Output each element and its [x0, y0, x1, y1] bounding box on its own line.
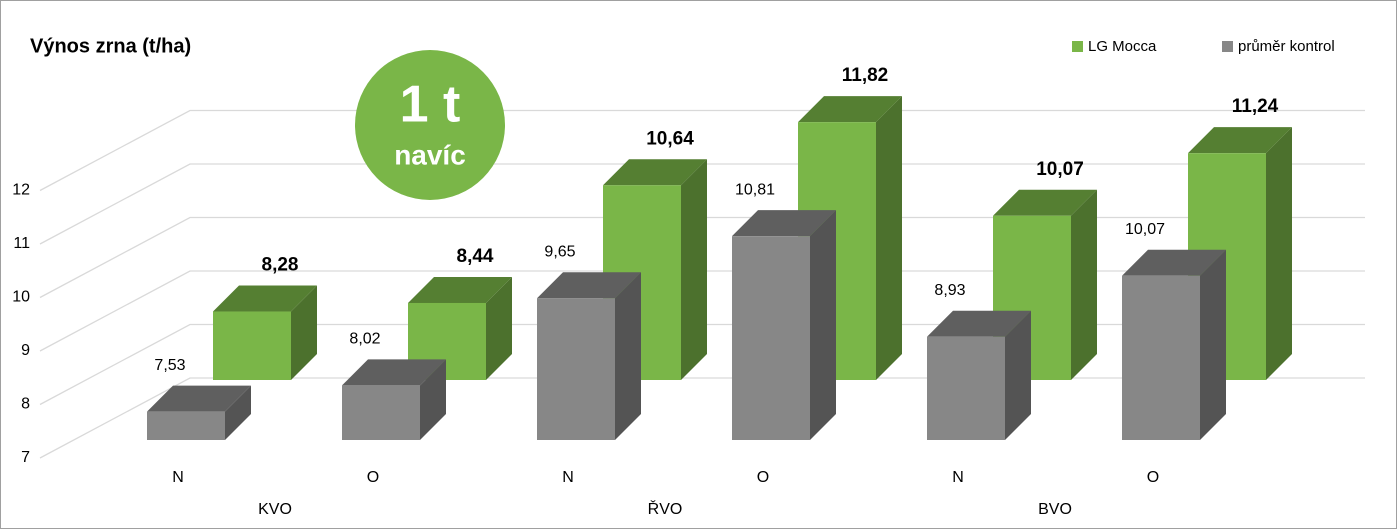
badge — [355, 50, 505, 200]
x-tick-label: N — [172, 469, 184, 486]
bar-side — [810, 210, 836, 440]
bar-side — [1266, 127, 1292, 380]
bar-top — [1122, 249, 1226, 276]
y-tick-label: 12 — [12, 182, 30, 199]
bar — [537, 298, 615, 440]
y-tick-label: 11 — [13, 235, 30, 252]
bar-side — [1200, 249, 1226, 440]
group-label: KVO — [258, 501, 292, 518]
bar — [1122, 275, 1200, 440]
bar-top — [537, 272, 641, 299]
y-tick-label: 9 — [21, 342, 30, 359]
bar — [342, 385, 420, 440]
bar-side — [681, 159, 707, 380]
x-tick-label: O — [757, 469, 769, 486]
y-tick-label: 10 — [12, 289, 30, 306]
bar-side — [486, 276, 512, 380]
bar-top — [927, 310, 1031, 337]
grid-line — [39, 163, 1365, 245]
bar-3d — [1122, 249, 1226, 440]
bar — [213, 311, 291, 380]
bar-top — [732, 210, 836, 237]
grid-line — [39, 216, 1365, 299]
value-label: 11,82 — [842, 65, 889, 86]
value-label: 8,44 — [457, 246, 494, 267]
group-label: BVO — [1038, 501, 1072, 518]
bar-top — [408, 276, 512, 303]
y-tick-label: 8 — [21, 396, 30, 413]
value-label: 10,07 — [1125, 221, 1165, 238]
badge-line1: 1 t — [400, 76, 461, 134]
legend-label: LG Mocca — [1088, 38, 1157, 55]
legend-swatch — [1222, 41, 1233, 52]
bar-3d — [732, 210, 836, 440]
bar-side — [420, 359, 446, 440]
bar-top — [1188, 127, 1292, 154]
value-label: 10,07 — [1036, 159, 1084, 180]
legend-label: průměr kontrol — [1238, 38, 1335, 55]
bar-3d — [537, 272, 641, 440]
value-label: 11,24 — [1232, 96, 1279, 117]
y-tick-label: 7 — [21, 449, 30, 466]
value-label: 8,02 — [349, 331, 380, 348]
bar-side — [225, 385, 251, 440]
bar-top — [603, 159, 707, 186]
value-label: 8,93 — [934, 282, 965, 299]
bar-3d — [342, 359, 446, 440]
value-label: 8,28 — [262, 255, 299, 276]
value-label: 7,53 — [154, 357, 185, 374]
x-tick-label: O — [1147, 469, 1159, 486]
x-tick-label: O — [367, 469, 379, 486]
bar — [732, 236, 810, 440]
group-label: ŘVO — [648, 499, 683, 518]
bar — [927, 336, 1005, 440]
legend-swatch — [1072, 41, 1083, 52]
x-tick-label: N — [562, 469, 574, 486]
bar-side — [1005, 310, 1031, 440]
chart-title: Výnos zrna (t/ha) — [30, 35, 191, 57]
bar-side — [291, 285, 317, 380]
grid-line — [39, 270, 1365, 352]
bar-3d — [213, 285, 317, 380]
bar-top — [213, 285, 317, 312]
value-label: 10,64 — [646, 128, 694, 149]
bar-top — [342, 359, 446, 386]
bar-side — [1071, 189, 1097, 380]
grid-line — [39, 109, 1365, 192]
bar — [147, 411, 225, 440]
bar-side — [615, 272, 641, 440]
value-label: 10,81 — [735, 181, 775, 198]
bar-side — [876, 96, 902, 380]
bar-top — [798, 96, 902, 123]
bar-3d — [927, 310, 1031, 440]
badge-line2: navíc — [394, 139, 466, 170]
bar-top — [993, 189, 1097, 216]
bar-3d — [147, 385, 251, 440]
value-label: 9,65 — [544, 243, 575, 260]
bar-3d — [408, 276, 512, 380]
x-tick-label: N — [952, 469, 964, 486]
bar-top — [147, 385, 251, 412]
